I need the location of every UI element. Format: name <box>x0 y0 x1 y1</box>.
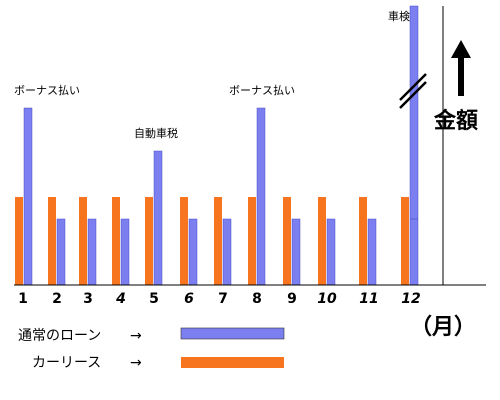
legend-arrow-loan: → <box>130 328 142 344</box>
lease-bar-4 <box>112 197 120 285</box>
legend-swatch-loan <box>180 327 285 340</box>
x-tick-3: 3 <box>83 291 93 307</box>
loan-bar-9 <box>291 218 301 286</box>
x-tick-labels: 1 2 3 4 5 6 7 8 9 10 11 12 <box>18 291 421 307</box>
lease-bar-6 <box>180 197 188 285</box>
x-tick-6: 6 <box>184 291 194 307</box>
legend-label-loan: 通常のローン <box>18 328 101 344</box>
x-axis-unit-label: （月） <box>410 315 476 340</box>
x-tick-9: 9 <box>287 291 297 307</box>
x-tick-7: 7 <box>218 291 228 307</box>
x-tick-5: 5 <box>149 291 159 307</box>
lease-bar-10 <box>318 197 326 285</box>
x-tick-10: 10 <box>317 291 337 307</box>
loan-bar-3 <box>87 218 97 286</box>
loan-bar-8 <box>256 107 266 286</box>
annotation-8: ボーナス払い <box>229 83 295 97</box>
loan-bar-5 <box>153 150 163 286</box>
x-tick-2: 2 <box>52 291 62 307</box>
x-tick-1: 1 <box>18 291 28 307</box>
annotation-12: 車検 <box>388 9 410 23</box>
up-arrow-icon <box>451 40 471 96</box>
axis-break-mark-1 <box>399 73 427 101</box>
lease-bar-8 <box>248 197 256 285</box>
x-tick-11: 11 <box>359 291 378 307</box>
loan-bar-10 <box>326 218 336 286</box>
annotation-5: 自動車税 <box>134 126 178 140</box>
lease-bar-1 <box>15 197 23 285</box>
loan-bar-11 <box>367 218 377 286</box>
bars-group <box>15 5 427 286</box>
x-tick-8: 8 <box>252 291 262 307</box>
lease-bar-3 <box>79 197 87 285</box>
loan-bar-4 <box>120 218 130 286</box>
legend-swatch-lease <box>181 357 284 368</box>
lease-bar-7 <box>214 197 222 285</box>
lease-bar-12 <box>401 197 409 285</box>
x-tick-4: 4 <box>115 291 126 307</box>
loan-bar-6 <box>188 218 198 286</box>
loan-bar-12 <box>409 5 419 286</box>
legend-label-lease: カーリース <box>32 355 101 371</box>
loan-bar-1 <box>23 107 33 286</box>
lease-bar-11 <box>359 197 367 285</box>
loan-bar-7 <box>222 218 232 286</box>
loan-bar-2 <box>56 218 66 286</box>
y-axis-label: 金額 <box>433 108 478 134</box>
legend: 通常のローン → カーリース → <box>18 327 285 371</box>
lease-bar-9 <box>283 197 291 285</box>
lease-bar-2 <box>48 197 56 285</box>
annotation-1: ボーナス払い <box>14 83 80 97</box>
legend-arrow-lease: → <box>130 355 142 371</box>
axis-break-mark-2 <box>399 81 427 109</box>
x-tick-12: 12 <box>401 291 420 307</box>
lease-bar-5 <box>145 197 153 285</box>
